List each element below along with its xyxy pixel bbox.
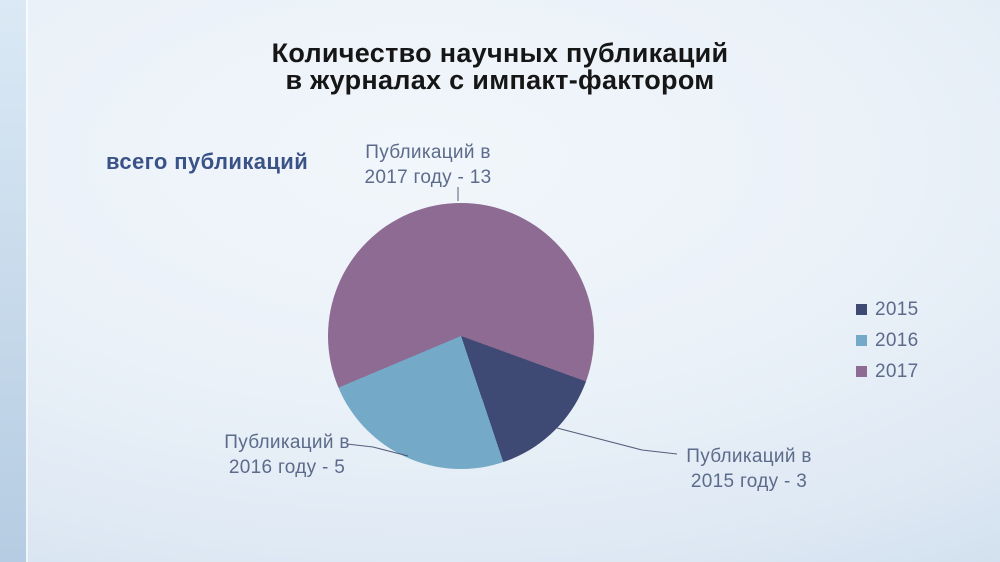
slide-title: Количество научных публикаций в журналах… (0, 40, 1000, 94)
callout-2016-line2: 2016 году - 5 (228, 457, 346, 478)
callout-2017-line1: Публикаций в (365, 142, 491, 163)
callout-2016: Публикаций в 2016 году - 5 (197, 430, 377, 480)
pie-chart (328, 203, 594, 469)
slide-title-line2: в журналах с импакт-фактором (285, 65, 715, 95)
legend-label-2017: 2017 (875, 360, 919, 382)
legend-label-2016: 2016 (875, 329, 919, 351)
legend-swatch-2017 (856, 366, 867, 377)
legend-row-2017: 2017 (856, 356, 918, 387)
callout-2015: Публикаций в 2015 году - 3 (659, 444, 839, 494)
legend-row-2015: 2015 (856, 294, 918, 325)
slide-title-line1: Количество научных публикаций (271, 38, 729, 68)
callout-2015-line2: 2015 году - 3 (690, 471, 808, 492)
total-publications-label: всего публикаций (106, 149, 309, 174)
callout-2016-line1: Публикаций в (224, 432, 350, 453)
legend-swatch-2016 (856, 335, 867, 346)
callout-2017: Публикаций в 2017 году - 13 (338, 140, 518, 190)
callout-2015-line1: Публикаций в (686, 446, 812, 467)
legend-swatch-2015 (856, 304, 867, 315)
chart-legend: 2015 2016 2017 (856, 294, 918, 387)
callout-2017-line2: 2017 году - 13 (364, 167, 492, 188)
left-edge-strip (0, 0, 28, 562)
legend-label-2015: 2015 (875, 298, 919, 320)
legend-row-2016: 2016 (856, 325, 918, 356)
